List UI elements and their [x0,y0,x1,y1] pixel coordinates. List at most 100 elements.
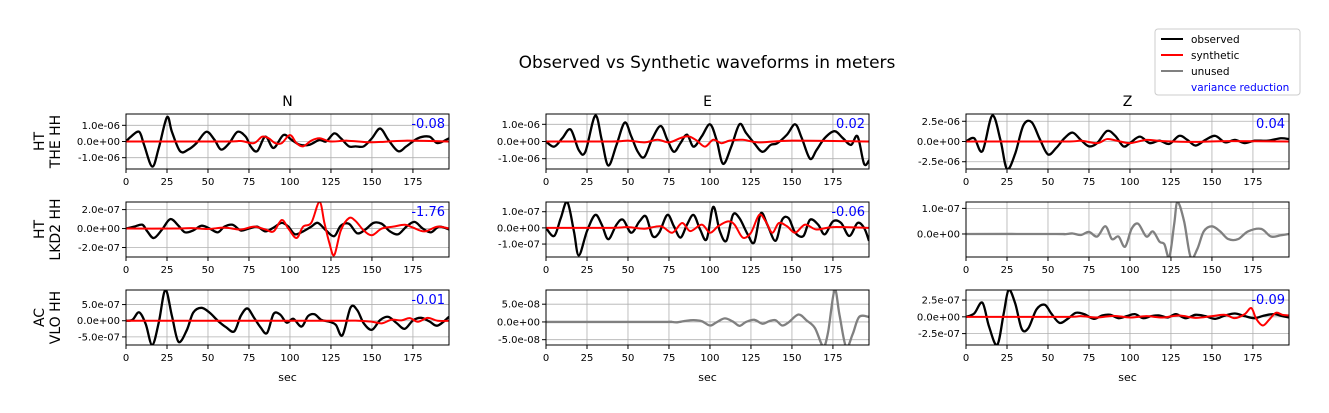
x-tick-label: 25 [161,265,174,276]
y-tick-label: 0.0e+00 [77,224,120,235]
plot-frame [965,289,1290,346]
plot-frame [545,289,870,346]
x-tick-label: 0 [123,177,129,188]
x-tick-label: 75 [1083,353,1096,364]
x-tick-label: 25 [1001,177,1014,188]
x-tick-label: 125 [321,177,340,188]
panel-2-0: 0 25 50 75 100 125 150 175 -5.0e-07 0.0e+00 5.0e-0… [77,289,450,384]
series-synthetic [546,213,869,239]
x-tick-label: 100 [280,265,299,276]
x-tick-label: 0 [123,353,129,364]
x-tick-label: 50 [622,177,635,188]
x-tick-label: 150 [1202,177,1221,188]
x-tick-label: 125 [741,177,760,188]
series-synthetic [126,202,449,257]
x-tick-label: 125 [741,353,760,364]
y-tick-label: 0.0e+00 [497,137,540,148]
figure-title: Observed vs Synthetic waveforms in meter… [519,53,896,73]
y-tick-label: 5.0e-07 [82,300,120,311]
legend: observed synthetic unused variance reductio… [1154,28,1301,96]
y-tick-label: -1.0e-06 [78,153,120,164]
legend-box [1154,28,1301,96]
panel-1-1: 0 25 50 75 100 125 150 175 -1.0e-07 0.0e+00 1.0e-0… [497,201,870,276]
x-tick-label: 25 [581,177,594,188]
y-tick-label: 2.5e-06 [922,117,960,128]
y-tick-label: 5.0e-08 [502,300,540,311]
legend-label: observed [1191,34,1240,46]
plot-frame [125,289,450,346]
x-tick-label: 75 [243,353,256,364]
x-tick-label: 50 [622,265,635,276]
x-tick-label: 75 [243,265,256,276]
panel-2-2: 0 25 50 75 100 125 150 175 -2.5e-07 0.0e+00 2.5e-0… [917,289,1290,384]
y-tick-label: -2.5e-07 [918,329,960,340]
panel-0-1: 0 25 50 75 100 125 150 175 -1.0e-06 0.0e+00 1.0e-0… [497,113,870,188]
row-label-network: HT [32,132,48,152]
y-tick-label: 0.0e+00 [917,229,960,240]
plot-frame [545,201,870,258]
x-tick-label: 150 [1202,353,1221,364]
y-tick-label: 0.0e+00 [917,312,960,323]
series-observed [126,290,449,345]
series-synthetic [126,316,449,325]
y-tick-label: -1.0e-07 [498,240,540,251]
x-tick-label: 75 [1083,177,1096,188]
x-tick-label: 25 [1001,353,1014,364]
x-tick-label: 75 [663,353,676,364]
panel-2-1: 0 25 50 75 100 125 150 175 -5.0e-08 0.0e+00 5.0e-0… [497,289,870,384]
x-tick-label: 100 [280,353,299,364]
x-tick-label: 150 [782,177,801,188]
x-axis-label: sec [278,371,297,384]
y-tick-label: -5.0e-07 [78,332,120,343]
x-tick-label: 150 [782,353,801,364]
x-tick-label: 125 [321,353,340,364]
x-tick-label: 50 [202,353,215,364]
y-tick-label: 1.0e-07 [502,207,540,218]
panel-0-0: 0 25 50 75 100 125 150 175 -1.0e-06 0.0e+00 1.0e-0… [77,113,450,188]
x-tick-label: 150 [782,265,801,276]
x-tick-label: 0 [543,177,549,188]
legend-entry-1: synthetic [1161,50,1240,62]
variance-reduction-label: 0.04 [1256,117,1285,132]
x-tick-label: 25 [581,265,594,276]
series-unused [966,202,1289,257]
x-tick-label: 175 [403,265,422,276]
y-tick-label: 2.5e-07 [922,296,960,307]
variance-reduction-label: -0.08 [411,117,445,132]
x-tick-label: 100 [700,353,719,364]
row-label-station: VLO HH [48,291,64,344]
x-tick-label: 75 [663,265,676,276]
legend-entry-0: observed [1161,34,1240,46]
x-tick-label: 0 [123,265,129,276]
plot-frame [125,201,450,258]
row-label-0: HT THE HH [32,115,64,169]
x-tick-label: 175 [1243,265,1262,276]
x-tick-label: 50 [622,353,635,364]
x-tick-label: 150 [362,265,381,276]
legend-entry-2: unused [1161,66,1230,78]
y-tick-label: 0.0e+00 [77,316,120,327]
x-tick-label: 50 [1042,177,1055,188]
series-synthetic [966,307,1289,327]
x-tick-label: 50 [1042,265,1055,276]
series-synthetic [126,134,449,148]
x-tick-label: 50 [202,265,215,276]
y-tick-label: 0.0e+00 [917,137,960,148]
y-tick-label: 1.0e-06 [82,121,120,132]
series-synthetic [546,135,869,148]
x-tick-label: 50 [1042,353,1055,364]
panel-1-0: 0 25 50 75 100 125 150 175 -2.0e-07 0.0e+00 2.0e-0… [77,201,450,276]
x-tick-label: 100 [280,177,299,188]
x-tick-label: 0 [543,353,549,364]
row-label-station: LKD2 HH [48,198,64,260]
x-tick-label: 0 [543,265,549,276]
legend-label: variance reduction [1191,82,1289,94]
x-tick-label: 25 [1001,265,1014,276]
legend-label: synthetic [1191,50,1240,62]
y-tick-label: 1.0e-07 [922,204,960,215]
column-title-n: N [282,94,292,110]
y-tick-label: 1.0e-06 [502,120,540,131]
series-unused [546,290,869,345]
